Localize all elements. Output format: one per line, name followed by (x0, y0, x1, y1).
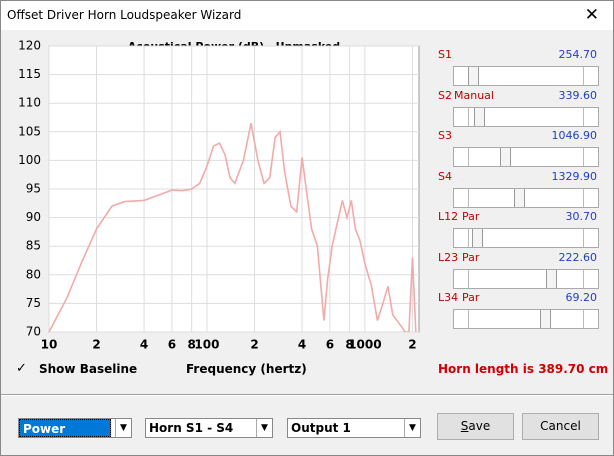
dropdown-text: Output 1 (291, 421, 351, 435)
slider-name: S3 (438, 129, 452, 142)
close-button[interactable]: ✕ (584, 5, 599, 25)
horn-length: Horn length is 389.70 cm (438, 362, 609, 376)
y-tick-label: 100 (18, 153, 41, 167)
dropdown[interactable]: Output 1 ▼ (287, 418, 421, 438)
title-bar: Offset Driver Horn Loudspeaker Wizard ✕ (1, 1, 613, 30)
slider-button (583, 148, 598, 166)
slider-thumb[interactable] (540, 310, 551, 328)
slider-button (583, 107, 598, 126)
slider-value: 254.70 (558, 48, 598, 61)
x-tick-label: 8 (187, 338, 195, 352)
slider-button (454, 148, 469, 166)
slider-mode: Par (462, 250, 480, 264)
data-line (49, 123, 417, 332)
slider[interactable] (453, 66, 599, 86)
dropdown-arrow: ▼ (115, 419, 131, 437)
slider-button (583, 269, 598, 288)
dropdown[interactable]: Horn S1 - S4 ▼ (145, 418, 273, 438)
y-tick-label: 85 (26, 239, 41, 253)
slider[interactable] (453, 309, 599, 329)
x-tick-label: 4 (140, 338, 148, 352)
window-title: Offset Driver Horn Loudspeaker Wizard (7, 8, 242, 22)
x-tick-label: 2 (408, 338, 416, 352)
slider[interactable] (453, 228, 599, 248)
slider-name: S4 (438, 169, 452, 183)
slider-name: S1 (438, 48, 452, 61)
x-tick-label: 4 (298, 338, 306, 352)
checkbox[interactable]: ✓ (16, 361, 27, 376)
slider-value: 69.20 (565, 291, 598, 304)
slider-value: 222.60 (558, 250, 598, 264)
checkbox-label[interactable]: Show Baseline (39, 362, 138, 376)
separator (1, 394, 613, 396)
slider[interactable] (453, 268, 599, 289)
slider-thumb[interactable] (474, 107, 485, 126)
x-tick-label: 100 (194, 338, 219, 352)
slider-thumb[interactable] (500, 148, 511, 166)
y-tick-label: 90 (26, 210, 41, 224)
x-tick-label: 2 (92, 338, 100, 352)
x-tick-label: 6 (168, 338, 176, 352)
chart: Acoustical Power (dB) Unmasked 707580859… (18, 39, 420, 352)
dropdown-text: Power (19, 419, 111, 437)
dropdown-text: Horn S1 - S4 (149, 421, 234, 435)
y-tick-label: 110 (18, 96, 41, 110)
x-axis-label: Frequency (hertz) (186, 362, 307, 376)
y-tick-label: 75 (26, 296, 41, 310)
slider-button (454, 269, 469, 288)
slider-button (454, 107, 469, 126)
slider-thumb[interactable] (472, 229, 483, 247)
y-tick-label: 115 (18, 67, 41, 81)
slider[interactable] (453, 147, 599, 167)
x-tick-label: 2 (250, 338, 258, 352)
dropdown-arrow: ▼ (256, 419, 272, 437)
dropdown-arrow: ▼ (404, 419, 420, 437)
slider[interactable] (453, 187, 599, 208)
slider-button (454, 229, 469, 247)
y-tick-label: 80 (26, 267, 41, 281)
slider-mode: Par (462, 291, 480, 304)
cancel-button[interactable]: Cancel (522, 413, 599, 440)
slider-button (454, 188, 469, 207)
slider-button (583, 67, 598, 85)
slider-thumb[interactable] (546, 269, 557, 288)
slider-value: 30.70 (565, 210, 598, 223)
slider-button (583, 188, 598, 207)
slider-value: 339.60 (558, 88, 598, 102)
y-tick-label: 70 (26, 325, 41, 339)
slider-button (583, 310, 598, 328)
slider-value: 1046.90 (551, 129, 598, 142)
slider-button (583, 229, 598, 247)
slider[interactable] (453, 106, 599, 127)
x-tick-label: 10 (41, 338, 58, 352)
slider-name: L12 (438, 210, 459, 223)
y-tick-label: 105 (18, 124, 41, 138)
slider-mode: Par (462, 210, 480, 223)
slider-button (454, 310, 469, 328)
y-tick-label: 95 (26, 182, 41, 196)
x-tick-label: 1000 (348, 338, 381, 352)
slider-name: L23 (438, 250, 459, 264)
slider-thumb[interactable] (514, 188, 525, 207)
slider-button (454, 67, 469, 85)
slider-value: 1329.90 (551, 169, 598, 183)
dropdown[interactable]: Power ▼ (18, 418, 132, 438)
slider-name: L34 (438, 291, 459, 304)
x-tick-label: 6 (326, 338, 334, 352)
slider-thumb[interactable] (468, 67, 479, 85)
x-tick-label: 8 (345, 338, 353, 352)
slider-mode: Manual (454, 88, 494, 102)
save-button[interactable]: Save (437, 413, 514, 440)
slider-name: S2 (438, 88, 452, 102)
y-tick-label: 120 (18, 39, 41, 53)
